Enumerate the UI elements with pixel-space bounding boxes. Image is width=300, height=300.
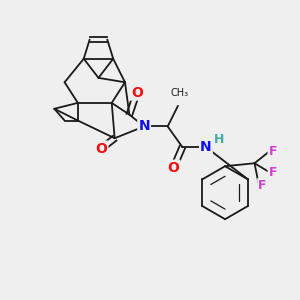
Text: O: O	[168, 161, 179, 175]
Text: O: O	[95, 142, 107, 155]
Text: F: F	[258, 179, 267, 192]
Text: N: N	[138, 119, 150, 134]
Text: O: O	[131, 85, 143, 100]
Text: H: H	[214, 133, 224, 146]
Text: CH₃: CH₃	[170, 88, 188, 98]
Text: N: N	[200, 140, 212, 154]
Text: F: F	[268, 166, 277, 178]
Text: F: F	[268, 145, 277, 158]
